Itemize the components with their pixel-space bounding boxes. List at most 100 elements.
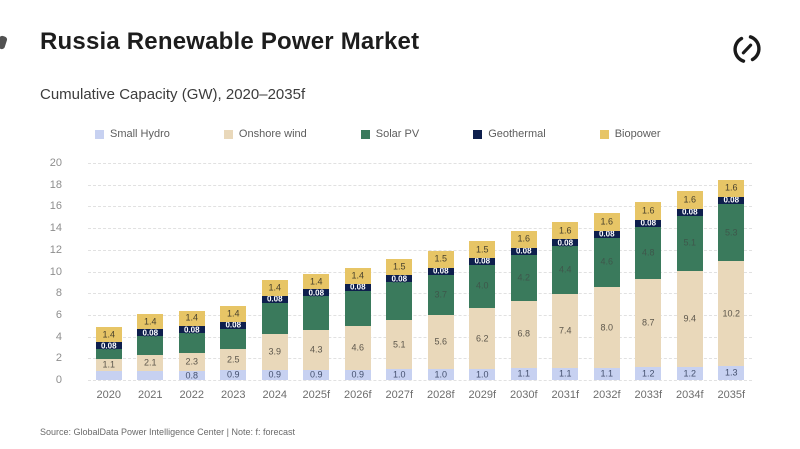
segment-onshore-wind: 3.9	[261, 334, 288, 371]
stacked-bar-2032f: 1.1 8.0 4.6 0.08 1.6	[593, 213, 620, 380]
segment-solar-pv	[261, 302, 288, 335]
stacked-bar-2030f: 1.1 6.8 4.2 0.08 1.6	[510, 230, 537, 380]
plot-area: 1.1 0.08 1.4 2.1 0.08 1.4 0.8 2.3 0.08 1.4 0.9 2.5 0…	[88, 163, 752, 381]
bar-column-2021: 2.1 0.08 1.4	[130, 163, 172, 380]
stacked-bar-2034f: 1.2 9.4 5.1 0.08 1.6	[676, 191, 703, 380]
segment-value-label: 1.6	[558, 225, 572, 236]
segment-value-label: 7.4	[558, 325, 572, 336]
segment-onshore-wind: 1.1	[95, 359, 122, 372]
segment-value-label: 4.4	[558, 264, 572, 275]
segment-small-hydro	[137, 371, 164, 380]
segment-value-label: 1.1	[102, 359, 115, 370]
segment-biopower: 1.4	[303, 273, 330, 290]
segment-value-label: 1.2	[683, 368, 696, 378]
stacked-bar-2026f: 0.9 4.6 0.08 1.4	[344, 268, 371, 380]
segment-value-label: 1.6	[724, 182, 738, 193]
stacked-bar-2031f: 1.1 7.4 4.4 0.08 1.6	[552, 221, 579, 380]
y-tick-label: 10	[49, 265, 62, 278]
x-tick-label-2031f: 2031f	[551, 389, 580, 401]
segment-value-label: 0.08	[100, 341, 117, 351]
segment-small-hydro: 0.9	[303, 370, 330, 380]
segment-biopower: 1.6	[718, 179, 745, 197]
segment-value-label: 5.1	[392, 339, 406, 350]
segment-onshore-wind: 2.3	[178, 352, 205, 372]
y-tick-label: 4	[55, 330, 62, 343]
segment-biopower: 1.6	[552, 221, 579, 240]
segment-geothermal: 0.08	[676, 208, 703, 217]
segment-value-label: 1.4	[226, 308, 240, 319]
segment-value-label: 0.08	[515, 246, 532, 256]
segment-value-label: 1.4	[309, 276, 323, 287]
segment-value-label: 6.8	[517, 328, 530, 339]
x-tick-label-2030f: 2030f	[509, 389, 538, 401]
segment-value-label: 8.7	[641, 317, 655, 328]
x-tick-label-2035f: 2035f	[717, 389, 746, 401]
segment-small-hydro: 1.0	[386, 369, 413, 380]
segment-onshore-wind: 6.2	[469, 308, 496, 370]
stacked-bar-2028f: 1.0 5.6 3.7 0.08 1.5	[427, 251, 454, 380]
y-tick-label: 18	[49, 178, 62, 191]
y-tick-label: 14	[49, 222, 62, 235]
segment-onshore-wind: 2.5	[220, 349, 247, 371]
segment-small-hydro: 1.3	[718, 365, 745, 380]
bar-column-2034f: 1.2 9.4 5.1 0.08 1.6	[669, 163, 711, 380]
legend-label: Biopower	[614, 128, 661, 140]
segment-biopower: 1.5	[427, 251, 454, 268]
legend: Small Hydro Onshore wind Solar PV Geotherma…	[95, 128, 661, 140]
segment-geothermal: 0.08	[552, 238, 579, 247]
segment-geothermal: 0.08	[95, 341, 122, 350]
bar-column-2020: 1.1 0.08 1.4	[88, 163, 130, 380]
segment-solar-pv	[137, 336, 164, 355]
segment-value-label: 0.08	[349, 282, 366, 292]
stacked-bar-2025f: 0.9 4.3 0.08 1.4	[303, 273, 330, 380]
segment-value-label: 1.6	[641, 205, 655, 216]
segment-value-label: 1.6	[683, 194, 696, 205]
bar-column-2032f: 1.1 8.0 4.6 0.08 1.6	[586, 163, 628, 380]
segment-value-label: 1.0	[475, 369, 489, 380]
segment-solar-pv	[344, 290, 371, 327]
bar-column-2025f: 0.9 4.3 0.08 1.4	[296, 163, 338, 380]
segment-value-label: 4.6	[351, 342, 364, 353]
segment-solar-pv: 4.8	[635, 226, 662, 279]
stacked-bar-2035f: 1.3 10.2 5.3 0.08 1.6	[718, 179, 745, 380]
legend-item-solar-pv: Solar PV	[360, 128, 419, 140]
gridline	[88, 314, 752, 316]
segment-geothermal: 0.08	[469, 257, 496, 266]
segment-biopower: 1.4	[178, 310, 205, 327]
bar-column-2022: 0.8 2.3 0.08 1.4	[171, 163, 213, 380]
segment-value-label: 1.4	[185, 312, 198, 323]
x-axis: 2020 2021 2022 2023 2024 2025f 2026f 2027f 2028f…	[88, 389, 752, 401]
x-tick-label-2023: 2023	[221, 389, 246, 401]
segment-geothermal: 0.08	[510, 247, 537, 256]
x-tick-label-2027f: 2027f	[385, 389, 414, 401]
segment-geothermal: 0.08	[427, 267, 454, 276]
stacked-bar-2024: 0.9 3.9 0.08 1.4	[261, 280, 288, 380]
segment-geothermal: 0.08	[261, 295, 288, 304]
segment-small-hydro: 0.9	[344, 370, 371, 380]
stacked-bar-2027f: 1.0 5.1 0.08 1.5	[386, 258, 413, 380]
legend-swatch-icon	[223, 129, 233, 139]
segment-onshore-wind: 4.3	[303, 329, 330, 371]
x-tick-label-2025f: 2025f	[302, 389, 331, 401]
segment-small-hydro	[95, 371, 122, 380]
segment-value-label: 1.6	[600, 216, 613, 227]
segment-onshore-wind: 9.4	[676, 271, 703, 367]
x-tick-label-2024: 2024	[262, 389, 287, 401]
gridline	[88, 271, 752, 273]
segment-value-label: 1.1	[558, 368, 572, 379]
segment-onshore-wind: 10.2	[718, 261, 745, 366]
segment-small-hydro: 0.8	[178, 371, 205, 380]
segment-value-label: 2.3	[185, 356, 198, 367]
segment-value-label: 0.08	[432, 266, 449, 276]
y-axis: 0 2 4 6 8 10 12 14 16 18 20	[36, 157, 76, 386]
segment-solar-pv	[220, 328, 247, 350]
y-tick-label: 16	[49, 200, 62, 213]
segment-solar-pv: 4.6	[593, 237, 620, 288]
segment-biopower: 1.4	[261, 280, 288, 296]
segment-small-hydro: 0.9	[220, 370, 247, 380]
segment-onshore-wind: 8.0	[593, 287, 620, 369]
stacked-bar-2022: 0.8 2.3 0.08 1.4	[178, 310, 205, 380]
bar-column-2028f: 1.0 5.6 3.7 0.08 1.5	[420, 163, 462, 380]
gridline	[88, 249, 752, 251]
